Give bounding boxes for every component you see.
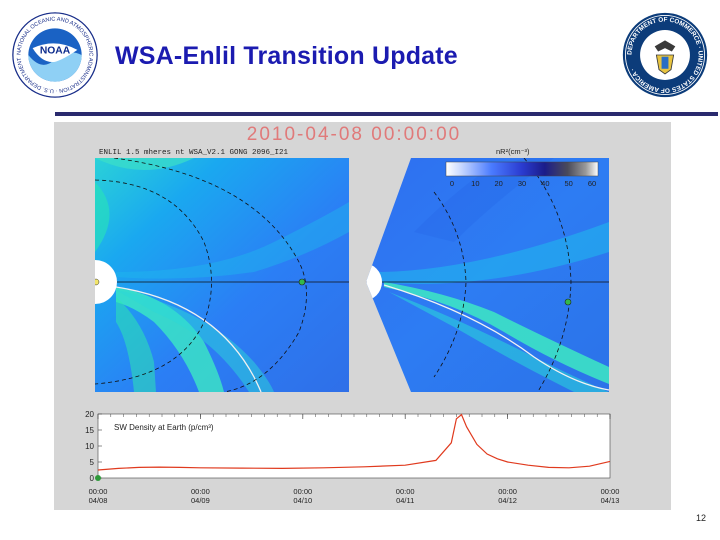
x-tick-time: 00:00 xyxy=(601,487,620,496)
title-divider xyxy=(55,112,718,116)
chart-title: SW Density at Earth (p/cm³) xyxy=(114,423,214,432)
x-tick-date: 04/13 xyxy=(601,496,620,505)
y-tick-label: 15 xyxy=(85,426,94,435)
x-tick-date: 04/12 xyxy=(498,496,517,505)
enlil-figure-panel: 2010-04-08 00:00:00 ENLIL 1.5 mheres nt … xyxy=(54,122,671,510)
x-tick-date: 04/09 xyxy=(191,496,210,505)
model-label: ENLIL 1.5 mheres nt WSA_V2.1 GONG 2096_I… xyxy=(99,149,289,157)
x-tick-time: 00:00 xyxy=(89,487,108,496)
svg-text:NOAA: NOAA xyxy=(40,45,71,56)
page-number: 12 xyxy=(695,513,706,523)
density-colorbar: nR²(cm⁻³) 0 10 20 30 40 50 60 xyxy=(445,147,599,188)
y-tick-label: 20 xyxy=(85,410,94,419)
meridional-plane-view xyxy=(366,158,609,392)
density-timeseries-chart: SW Density at Earth (p/cm³) 0 5 10 15 20 00:… xyxy=(85,410,619,505)
x-tick-time: 00:00 xyxy=(293,487,312,496)
y-tick-label: 5 xyxy=(90,458,95,467)
colorbar-tick-label: 40 xyxy=(541,179,549,188)
colorbar-tick-label: 0 xyxy=(450,179,454,188)
x-tick-date: 04/08 xyxy=(89,496,108,505)
commerce-seal: DEPARTMENT OF COMMERCE · UNITED STATES O… xyxy=(622,12,708,98)
colorbar-tick-label: 20 xyxy=(494,179,502,188)
y-tick-label: 10 xyxy=(85,442,94,451)
colorbar-tick-label: 50 xyxy=(564,179,572,188)
x-tick-time: 00:00 xyxy=(396,487,415,496)
enlil-figure: 2010-04-08 00:00:00 ENLIL 1.5 mheres nt … xyxy=(85,124,619,505)
density-series-line xyxy=(97,413,611,471)
colorbar-tick-label: 30 xyxy=(518,179,526,188)
slide-title: WSA-Enlil Transition Update xyxy=(115,42,458,70)
x-tick-time: 00:00 xyxy=(191,487,210,496)
simulation-timestamp: 2010-04-08 00:00:00 xyxy=(247,124,461,145)
y-tick-label: 0 xyxy=(90,474,95,483)
x-tick-date: 04/10 xyxy=(293,496,312,505)
ecliptic-plane-view xyxy=(95,158,349,392)
noaa-logo: NATIONAL OCEANIC AND ATMOSPHERIC ADMINIS… xyxy=(12,12,98,98)
current-time-marker xyxy=(95,475,101,481)
x-tick-date: 04/11 xyxy=(396,496,414,505)
colorbar-tick-label: 60 xyxy=(588,179,596,188)
colorbar-tick-label: 10 xyxy=(471,179,479,188)
x-tick-time: 00:00 xyxy=(498,487,517,496)
colorbar-label: nR²(cm⁻³) xyxy=(496,147,530,156)
